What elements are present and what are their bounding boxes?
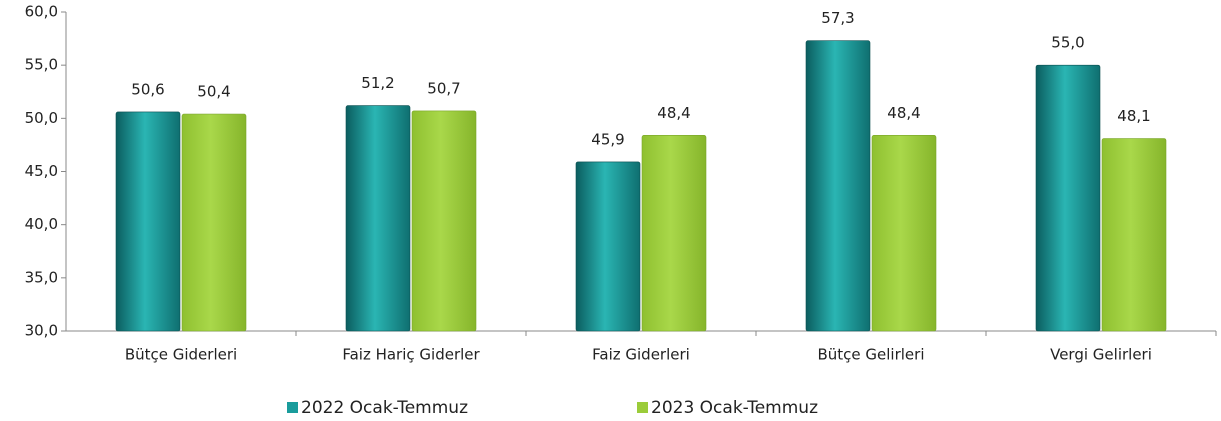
value-label: 50,7 bbox=[427, 79, 460, 97]
bar bbox=[181, 113, 247, 332]
x-tick-label: Faiz Giderleri bbox=[592, 346, 690, 364]
x-tick-label: Bütçe Giderleri bbox=[125, 346, 237, 364]
y-tick-label: 35,0 bbox=[25, 268, 58, 286]
bar bbox=[345, 105, 411, 332]
bar bbox=[871, 135, 937, 332]
bar bbox=[1035, 64, 1101, 332]
value-label: 50,4 bbox=[197, 83, 230, 101]
bar bbox=[575, 161, 641, 332]
value-label: 51,2 bbox=[361, 74, 394, 92]
y-tick-label: 30,0 bbox=[25, 322, 58, 340]
value-label: 57,3 bbox=[821, 9, 854, 27]
x-tick-label: Faiz Hariç Giderler bbox=[342, 346, 480, 364]
x-tick-label: Vergi Gelirleri bbox=[1050, 346, 1152, 364]
legend-swatch bbox=[287, 402, 298, 413]
x-tick-label: Bütçe Gelirleri bbox=[817, 346, 924, 364]
value-label: 48,1 bbox=[1117, 107, 1150, 125]
value-label: 45,9 bbox=[591, 130, 624, 148]
bar bbox=[411, 110, 477, 332]
bar bbox=[1101, 138, 1167, 332]
bar bbox=[641, 135, 707, 332]
legend-label: 2023 Ocak-Temmuz bbox=[651, 398, 818, 418]
legend-label: 2022 Ocak-Temmuz bbox=[301, 398, 468, 418]
value-label: 50,6 bbox=[131, 80, 164, 98]
y-tick-label: 45,0 bbox=[25, 162, 58, 180]
legend-swatch bbox=[637, 402, 648, 413]
value-label: 48,4 bbox=[887, 104, 920, 122]
y-tick-label: 55,0 bbox=[25, 56, 58, 74]
bar bbox=[115, 111, 181, 332]
bar bbox=[805, 40, 871, 332]
value-label: 48,4 bbox=[657, 104, 690, 122]
y-tick-label: 50,0 bbox=[25, 109, 58, 127]
y-tick-label: 40,0 bbox=[25, 215, 58, 233]
y-tick-label: 60,0 bbox=[25, 3, 58, 21]
value-label: 55,0 bbox=[1051, 34, 1084, 52]
